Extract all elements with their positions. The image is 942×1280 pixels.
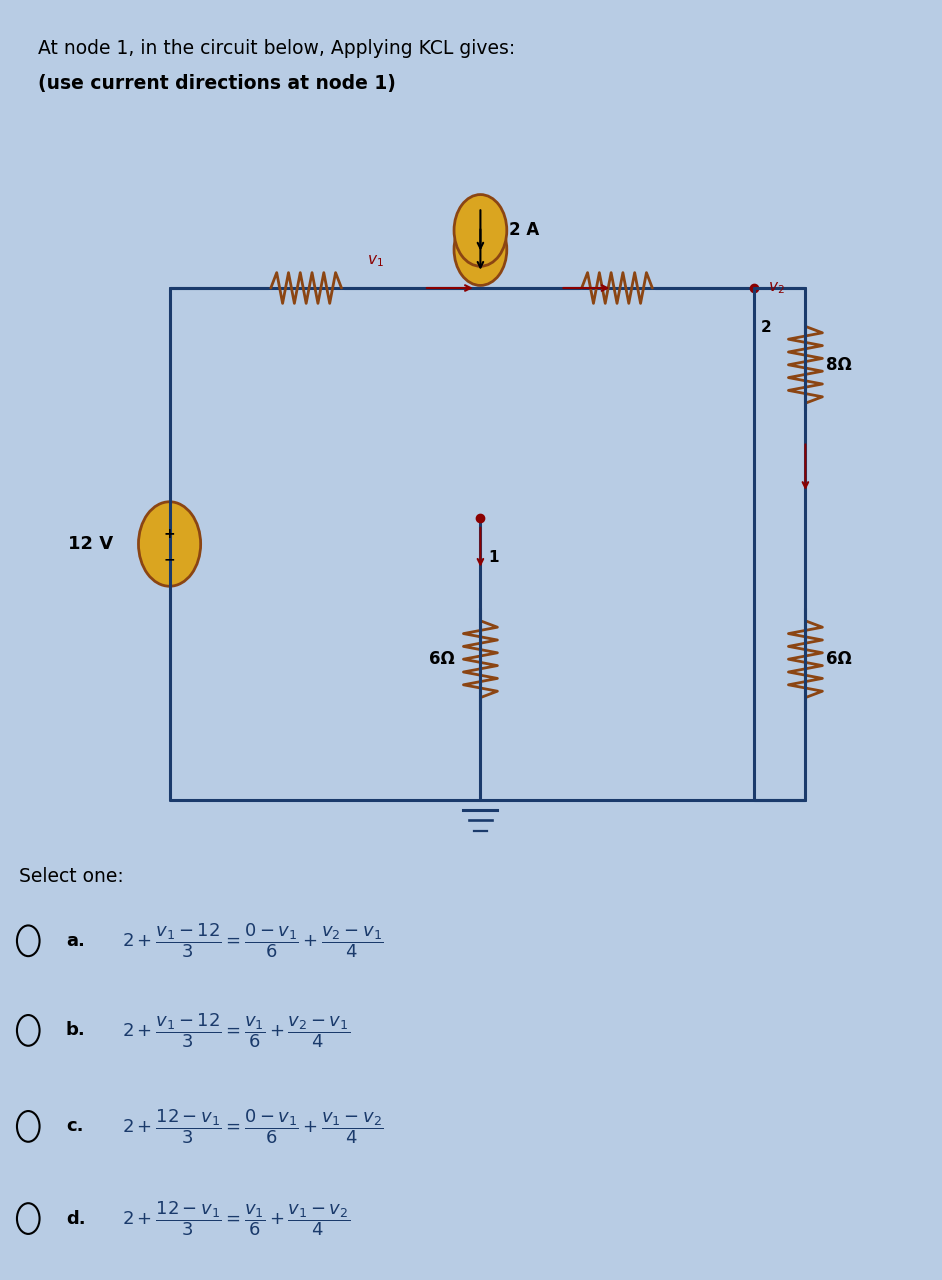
- Text: c.: c.: [66, 1117, 84, 1135]
- Text: +: +: [164, 527, 175, 540]
- Circle shape: [138, 502, 201, 586]
- Text: $2 + \dfrac{v_1 - 12}{3} = \dfrac{0 - v_1}{6} + \dfrac{v_2 - v_1}{4}$: $2 + \dfrac{v_1 - 12}{3} = \dfrac{0 - v_…: [122, 922, 384, 960]
- Circle shape: [454, 214, 507, 285]
- Text: 2: 2: [761, 320, 771, 335]
- Text: $2 + \dfrac{v_1 - 12}{3} = \dfrac{v_1}{6} + \dfrac{v_2 - v_1}{4}$: $2 + \dfrac{v_1 - 12}{3} = \dfrac{v_1}{6…: [122, 1011, 350, 1050]
- Text: (use current directions at node 1): (use current directions at node 1): [38, 74, 396, 92]
- Text: $2 + \dfrac{12 - v_1}{3} = \dfrac{v_1}{6} + \dfrac{v_1 - v_2}{4}$: $2 + \dfrac{12 - v_1}{3} = \dfrac{v_1}{6…: [122, 1199, 350, 1238]
- Text: $2 + \dfrac{12 - v_1}{3} = \dfrac{0 - v_1}{6} + \dfrac{v_1 - v_2}{4}$: $2 + \dfrac{12 - v_1}{3} = \dfrac{0 - v_…: [122, 1107, 384, 1146]
- Text: 1: 1: [488, 550, 498, 566]
- Text: 6Ω: 6Ω: [826, 650, 852, 668]
- Text: a.: a.: [66, 932, 85, 950]
- Text: b.: b.: [66, 1021, 86, 1039]
- Text: At node 1, in the circuit below, Applying KCL gives:: At node 1, in the circuit below, Applyin…: [38, 40, 515, 58]
- Circle shape: [454, 195, 507, 266]
- Text: 12 V: 12 V: [68, 535, 113, 553]
- Text: d.: d.: [66, 1210, 86, 1228]
- Text: 8Ω: 8Ω: [826, 356, 852, 374]
- Text: −: −: [164, 553, 175, 566]
- Text: $v_2$: $v_2$: [768, 280, 785, 296]
- Text: 2 A: 2 A: [509, 221, 539, 239]
- Text: 6Ω: 6Ω: [429, 650, 454, 668]
- Text: $v_1$: $v_1$: [367, 253, 384, 269]
- Text: Select one:: Select one:: [19, 868, 123, 886]
